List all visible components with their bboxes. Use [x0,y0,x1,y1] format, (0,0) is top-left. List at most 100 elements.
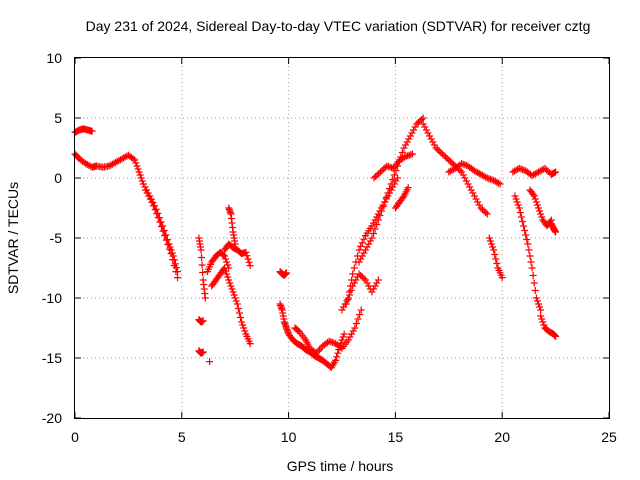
series-arc-p [342,270,382,308]
data-point [350,279,358,287]
data-point [419,114,427,122]
data-point [246,340,254,348]
y-tick-label: 0 [54,170,62,186]
data-point [372,173,380,180]
data-point [532,294,540,302]
data-point [370,230,378,237]
series-arc-m [276,300,348,372]
data-point [172,268,180,276]
data-point [170,262,178,270]
data-point [132,159,140,167]
data-point [375,170,383,177]
data-point [376,212,384,219]
data-point [515,204,523,212]
data-point [466,183,474,191]
series-arc-w [509,164,560,180]
x-tick-label: 25 [601,429,617,445]
data-point [135,168,143,176]
data-point [357,242,365,250]
data-point [432,144,440,152]
data-point [223,258,231,266]
series-arc-a [71,150,182,276]
data-point [358,252,366,260]
data-point [151,206,159,214]
data-point [223,270,231,278]
data-point [485,234,493,242]
data-point [340,330,348,338]
data-point [434,146,442,153]
data-point [370,285,378,293]
data-point [232,297,240,305]
data-point [416,117,424,125]
data-point [158,223,166,231]
data-point [378,207,386,215]
data-point [374,210,382,218]
data-point [525,246,533,254]
data-point [139,180,147,188]
y-tick-label: 5 [54,110,62,126]
data-point [344,296,352,303]
data-point [490,246,498,254]
data-point [482,173,490,181]
data-point [406,132,414,140]
data-point [459,171,467,179]
data-point [169,256,177,264]
data-point [370,219,378,227]
data-point [363,279,371,287]
data-point [524,240,532,248]
data-point [523,236,531,243]
series-arc-t [419,120,491,218]
data-point [131,156,139,164]
data-point [347,287,355,294]
data-point [530,192,538,200]
data-point [346,333,354,341]
data-point [332,356,340,364]
data-point [221,264,229,272]
data-point [358,273,366,281]
data-point [410,126,418,134]
data-point [408,150,416,158]
series-arc-j [221,240,254,270]
data-point [389,176,397,183]
data-point [483,210,491,218]
data-point [136,171,144,179]
data-point [489,243,497,251]
series-arc-x [511,192,545,314]
data-point [538,315,546,323]
data-point [350,264,358,272]
data-point [366,237,374,245]
data-point [373,279,381,287]
data-point [282,269,290,277]
data-point [399,194,407,201]
data-point [336,343,344,351]
data-point [241,327,249,335]
data-point [227,282,235,290]
data-point [527,258,535,266]
data-point [392,177,400,185]
data-point [238,318,246,326]
data-point [518,218,526,225]
series-arc-aa [547,220,560,236]
y-tick-labels: -20 -15 -10 -5 0 5 10 [42,50,62,426]
data-point [143,189,151,197]
series-arc-y [526,186,555,230]
data-point [531,195,539,203]
data-point [368,222,376,230]
data-point [477,204,485,212]
data-point [230,291,238,299]
data-point [221,252,229,260]
data-point [448,159,456,167]
data-point [394,174,402,182]
data-point [478,206,486,213]
data-point [520,222,528,230]
data-point [402,141,410,149]
y-tick-label: 10 [46,50,62,66]
data-point [370,174,378,182]
data-point [530,279,538,287]
series-arc-b [71,125,96,136]
data-point [174,274,182,282]
data-point [462,177,470,185]
data-point [528,264,536,272]
data-point [544,167,552,175]
data-point [349,282,357,290]
